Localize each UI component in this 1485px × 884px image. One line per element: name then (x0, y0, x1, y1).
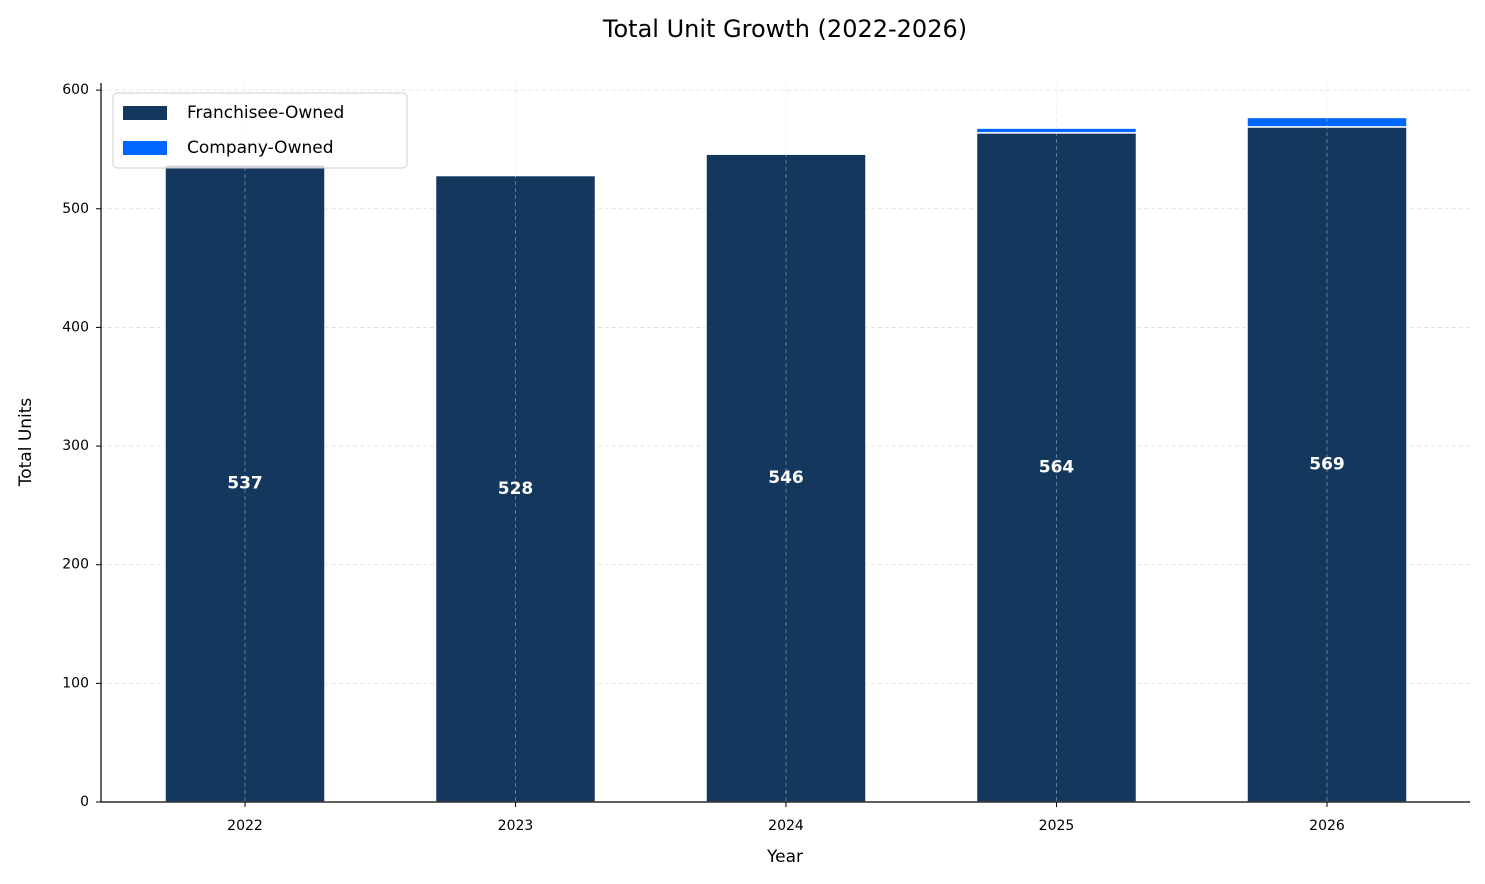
x-axis-label: Year (766, 847, 803, 867)
y-tick-label: 300 (62, 438, 89, 454)
y-tick-label: 500 (62, 201, 89, 217)
x-tick-label: 2024 (768, 818, 804, 834)
y-tick-label: 600 (62, 82, 89, 98)
y-tick-label: 200 (62, 557, 89, 573)
chart-title: Total Unit Growth (2022-2026) (602, 15, 967, 43)
legend-swatch (123, 106, 167, 120)
legend-swatch (123, 141, 167, 155)
legend-box (112, 92, 408, 169)
y-tick-label: 0 (80, 794, 89, 810)
data-label: 528 (498, 479, 534, 499)
data-label: 564 (1039, 457, 1075, 477)
y-axis-label: Total Units (16, 398, 36, 488)
x-tick-label: 2022 (227, 818, 263, 834)
x-tick-label: 2025 (1039, 818, 1075, 834)
y-tick-label: 100 (62, 675, 89, 691)
legend-label: Franchisee-Owned (187, 103, 344, 123)
x-tick-label: 2023 (498, 818, 534, 834)
legend-label: Company-Owned (187, 138, 334, 158)
y-tick-label: 400 (62, 319, 89, 335)
x-tick-label: 2026 (1309, 818, 1345, 834)
